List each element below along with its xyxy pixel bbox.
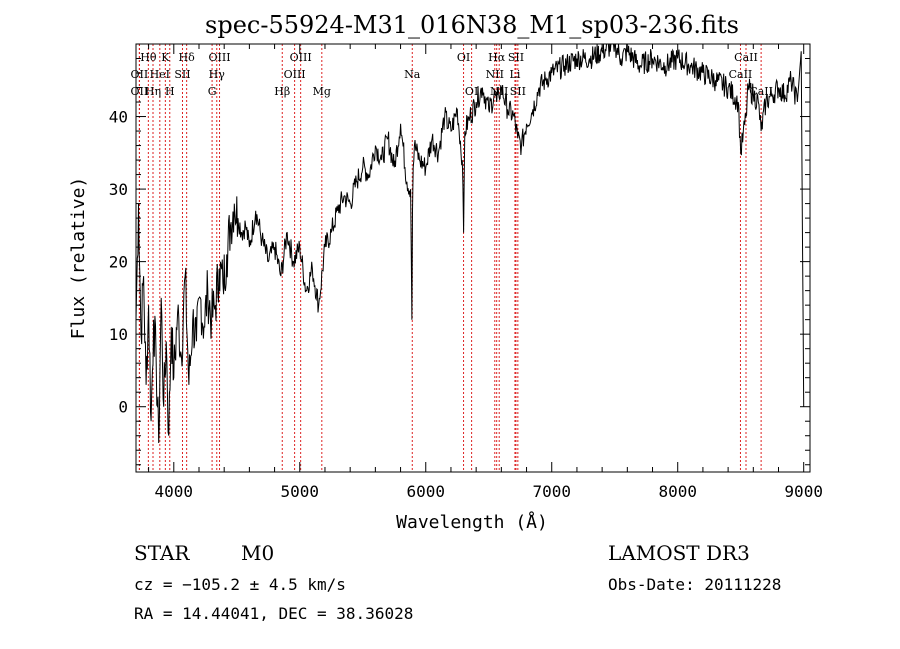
x-axis: 4000 5000 6000 7000 8000 9000: [148, 44, 823, 501]
y-axis: 0 10 20 30 40: [109, 58, 810, 466]
y-tick-label-20: 20: [109, 253, 128, 272]
x-tick-label-9000: 9000: [784, 482, 823, 501]
line-label-2: OII: [131, 85, 149, 98]
line-label-17: OI: [457, 51, 470, 64]
flux-series-line: [135, 43, 805, 444]
object-class: STAR: [134, 541, 190, 565]
y-axis-title: Flux (relative): [68, 177, 89, 340]
line-label-4: K: [161, 51, 170, 64]
line-label-18: OI: [465, 85, 478, 98]
x-tick-label-8000: 8000: [658, 482, 697, 501]
x-tick-label-5000: 5000: [281, 482, 320, 501]
line-label-10: Hγ: [209, 68, 226, 81]
line-label-15: Mg: [313, 85, 331, 98]
line-label-11: G: [208, 85, 217, 98]
y-tick-label-10: 10: [109, 325, 128, 344]
line-label-13: OIII: [284, 68, 306, 81]
line-label-26: CaII: [729, 68, 753, 81]
y-tick-label-0: 0: [118, 398, 128, 417]
redshift-cz: cz = −105.2 ± 4.5 km/s: [134, 575, 346, 594]
ra-dec-coordinates: RA = 14.44041, DEC = 38.36028: [134, 604, 413, 623]
plot-frame: [135, 43, 811, 473]
line-label-19: Hα: [488, 51, 506, 64]
line-label-8: Hδ: [179, 51, 196, 64]
y-tick-label-40: 40: [109, 108, 128, 127]
object-subclass: M0: [241, 541, 274, 565]
line-label-1: OII: [131, 68, 149, 81]
line-label-14: Hβ: [274, 85, 290, 98]
x-tick-label-6000: 6000: [406, 482, 445, 501]
line-label-12: OIII: [290, 51, 312, 64]
observation-date: Obs-Date: 20111228: [608, 575, 781, 594]
line-label-7: SII: [174, 68, 190, 81]
line-label-5: HeI: [150, 68, 170, 81]
line-label-9: OIII: [208, 51, 230, 64]
line-label-3: Hη: [145, 85, 161, 98]
y-tick-label-30: 30: [109, 180, 128, 199]
emission-line-markers: [138, 44, 762, 472]
x-tick-label-7000: 7000: [532, 482, 571, 501]
x-tick-label-4000: 4000: [155, 482, 194, 501]
line-label-23: Li: [510, 68, 521, 81]
line-label-25: CaII: [734, 51, 758, 64]
line-label-24: SII: [510, 85, 526, 98]
chart-title: spec-55924-M31_016N38_M1_sp03-236.fits: [205, 11, 739, 39]
line-label-6: H: [165, 85, 175, 98]
line-label-0: Hθ: [140, 51, 157, 64]
survey-name: LAMOST DR3: [608, 541, 750, 565]
line-label-20: NII: [486, 68, 504, 81]
line-label-22: SII: [508, 51, 524, 64]
x-axis-title: Wavelength (Å): [396, 511, 548, 533]
line-label-16: Na: [404, 68, 421, 81]
